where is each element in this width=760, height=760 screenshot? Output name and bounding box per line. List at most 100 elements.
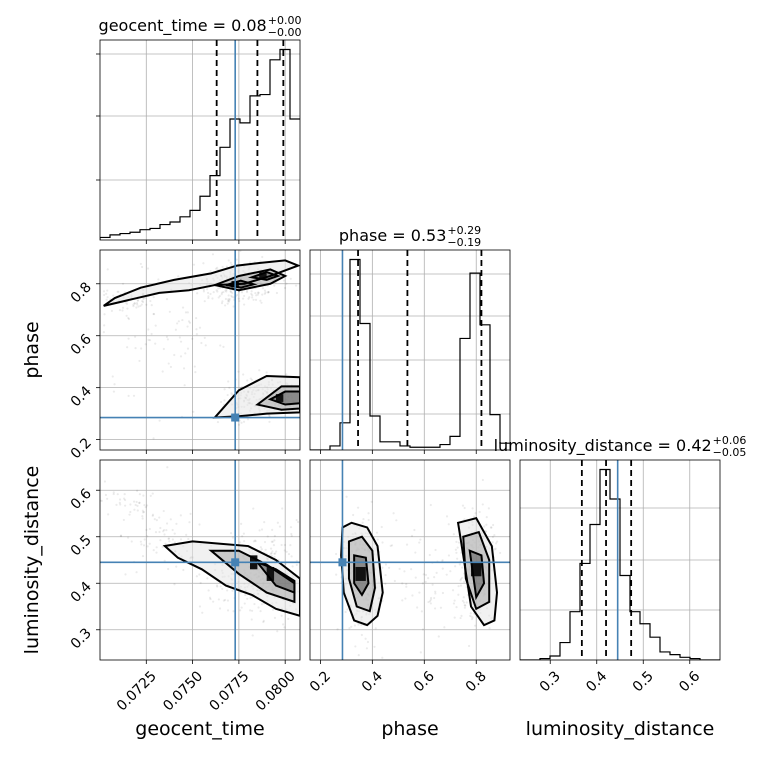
sample-point — [281, 507, 284, 510]
sample-point — [467, 644, 471, 648]
sample-point — [287, 617, 290, 620]
sample-point — [165, 529, 168, 532]
title-plus-error: +0.29 — [447, 224, 481, 237]
sample-point — [381, 541, 384, 544]
sample-point — [364, 637, 367, 640]
sample-point — [270, 551, 273, 555]
x-tick-label: 0.0750 — [160, 668, 206, 714]
sample-point — [232, 305, 235, 308]
sample-point — [133, 508, 136, 511]
sample-point — [146, 267, 150, 270]
sample-point — [135, 571, 138, 574]
sample-point — [427, 600, 430, 604]
density-peak — [275, 394, 284, 402]
density-peak — [471, 562, 482, 577]
sample-point — [250, 378, 254, 381]
sample-point — [461, 504, 465, 507]
sample-point — [252, 507, 255, 510]
sample-point — [237, 370, 240, 373]
sample-point — [186, 311, 189, 314]
sample-point — [127, 316, 130, 320]
sample-point — [141, 509, 144, 512]
sample-point — [157, 278, 160, 281]
sample-point — [317, 572, 319, 574]
sample-point — [249, 609, 252, 612]
sample-point — [173, 532, 176, 535]
truth-point — [338, 558, 347, 567]
x-tick-label: 0.4 — [359, 668, 386, 695]
sample-point — [461, 566, 464, 569]
sample-point — [226, 302, 229, 305]
sample-point — [454, 565, 457, 568]
sample-point — [459, 616, 462, 620]
sample-point — [231, 291, 234, 294]
sample-point — [271, 608, 275, 611]
sample-point — [118, 309, 122, 312]
sample-point — [268, 420, 271, 423]
sample-point — [215, 584, 219, 587]
x-tick-label: 0.5 — [630, 668, 657, 695]
y-tick-label: 0.2 — [68, 435, 95, 462]
sample-point — [152, 548, 155, 552]
sample-point — [106, 296, 109, 299]
sample-point — [373, 645, 376, 648]
sample-point — [216, 585, 219, 588]
sample-point — [140, 265, 144, 269]
sample-point — [257, 291, 260, 294]
sample-point — [186, 347, 190, 350]
sample-point — [163, 559, 166, 563]
sample-point — [346, 608, 349, 611]
sample-point — [384, 582, 387, 585]
sample-point — [453, 599, 456, 602]
sample-point — [173, 541, 177, 544]
sample-point — [158, 516, 161, 519]
sample-point — [165, 522, 169, 525]
sample-point — [146, 545, 149, 548]
sample-point — [345, 495, 348, 498]
sample-point — [225, 290, 228, 293]
sample-point — [263, 292, 266, 295]
y-tick-label: 0.6 — [68, 486, 95, 513]
sample-point — [129, 510, 132, 514]
sample-point — [229, 261, 232, 264]
sample-point — [136, 303, 139, 306]
sample-point — [138, 359, 141, 363]
sample-point — [152, 312, 155, 316]
sample-point — [276, 630, 279, 633]
y-tick-label: 0.4 — [68, 579, 95, 606]
sample-point — [212, 600, 215, 603]
sample-point — [411, 594, 414, 597]
sample-point — [447, 523, 450, 526]
sample-point — [202, 288, 205, 291]
sample-point — [133, 302, 136, 305]
sample-point — [496, 540, 499, 543]
sample-point — [433, 596, 436, 600]
sample-point — [272, 544, 276, 547]
sample-point — [471, 507, 474, 510]
sample-point — [491, 541, 494, 544]
sample-point — [196, 292, 199, 295]
contour-line — [468, 549, 486, 601]
sample-point — [231, 589, 234, 592]
sample-point — [421, 582, 424, 585]
sample-point — [464, 604, 467, 607]
sample-point — [216, 420, 220, 424]
sample-point — [129, 503, 132, 506]
title-value: phase = 0.53 — [339, 226, 446, 245]
sample-point — [135, 301, 139, 305]
sample-point — [455, 606, 458, 609]
sample-point — [141, 517, 144, 520]
sample-point — [300, 413, 302, 415]
sample-point — [418, 591, 421, 594]
sample-point — [273, 616, 277, 619]
sample-point — [452, 533, 455, 536]
sample-point — [414, 576, 417, 579]
y-tick-label: 0.4 — [68, 383, 95, 410]
sample-point — [357, 654, 360, 657]
sample-point — [151, 492, 154, 495]
sample-point — [304, 397, 306, 399]
sample-point — [254, 298, 258, 301]
x-tick-label: 0.3 — [537, 668, 564, 695]
sample-point — [404, 597, 407, 600]
